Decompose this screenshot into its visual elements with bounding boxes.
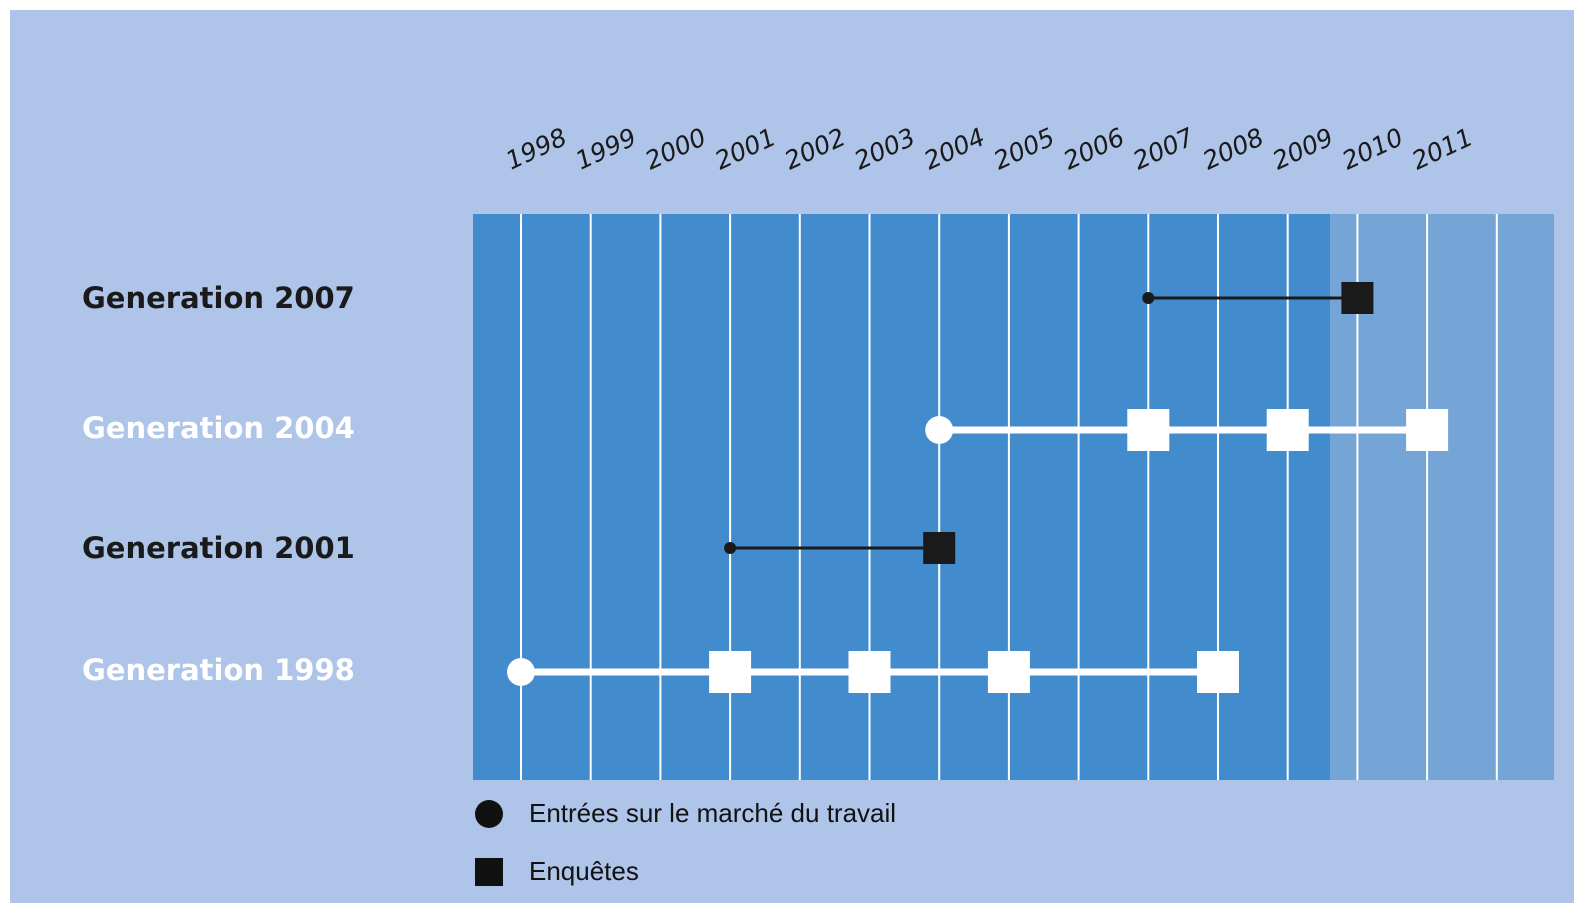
year-label: 2010	[1338, 122, 1408, 175]
generation-label-2007: Generation 2007	[82, 281, 355, 315]
year-label: 2000	[641, 122, 711, 175]
year-label: 1999	[571, 122, 641, 175]
survey-marker	[987, 651, 1030, 693]
survey-marker	[1197, 651, 1239, 693]
survey-marker	[1127, 409, 1170, 451]
survey-marker	[1266, 409, 1309, 451]
year-label: 2002	[780, 122, 850, 175]
entry-marker	[925, 416, 954, 444]
year-label: 2003	[850, 122, 920, 175]
entry-marker	[1142, 292, 1155, 304]
year-label: 2007	[1129, 122, 1199, 175]
generation-label-1998: Generation 1998	[82, 653, 355, 687]
survey-marker	[709, 651, 752, 693]
year-label: 2004	[919, 122, 989, 175]
year-label: 2011	[1407, 122, 1477, 175]
legend-entry: Entrées sur le marché du travail	[475, 798, 896, 829]
year-label: 2005	[989, 122, 1059, 175]
generation-label-2004: Generation 2004	[82, 411, 355, 445]
entry-marker-icon	[475, 799, 503, 828]
survey-marker	[1406, 409, 1449, 451]
timeline-figure: 1998 1999 2000 2001 2002 2003 2004 2005 2006 2007…	[10, 10, 1574, 903]
grid-band-past	[473, 214, 1330, 780]
legend-survey-label: Enquêtes	[529, 856, 639, 886]
year-label: 1998	[501, 122, 571, 175]
legend-entry-label: Entrées sur le marché du travail	[529, 798, 897, 828]
survey-marker	[923, 532, 956, 564]
survey-marker	[848, 651, 891, 693]
generation-label-2001: Generation 2001	[82, 531, 355, 565]
year-label: 2009	[1268, 122, 1338, 175]
timeline-chart: 1998 1999 2000 2001 2002 2003 2004 2005 2006 2007…	[473, 122, 1554, 780]
year-label: 2006	[1059, 122, 1129, 175]
entry-marker	[724, 542, 737, 554]
survey-marker-icon	[475, 857, 503, 886]
legend-survey: Enquêtes	[475, 856, 639, 887]
entry-marker	[507, 658, 535, 686]
year-label: 2001	[710, 122, 780, 175]
year-label: 2008	[1198, 122, 1268, 175]
survey-marker	[1341, 282, 1374, 314]
